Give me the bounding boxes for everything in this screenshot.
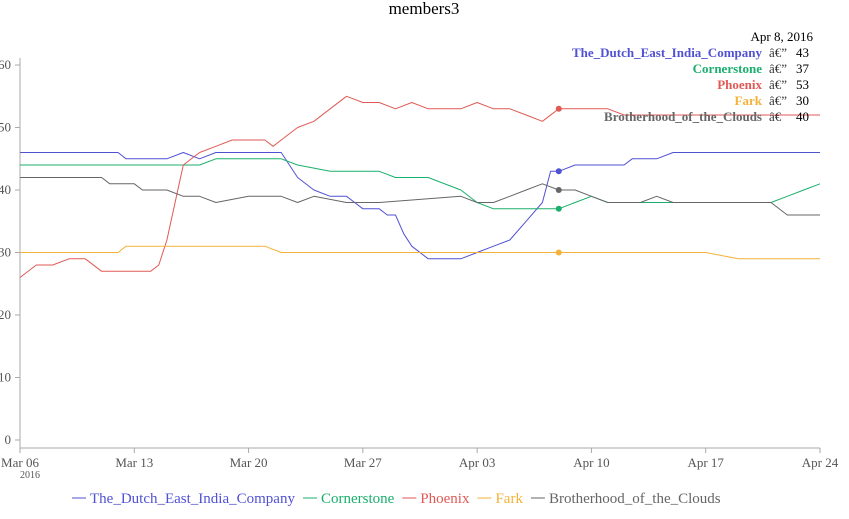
series-line-brotherhood-of-the-clouds <box>20 177 820 216</box>
hover-value: 37 <box>796 61 810 76</box>
x-tick-label: Mar 06 <box>1 455 39 470</box>
hover-series-name: Phoenix <box>717 77 762 92</box>
x-tick-label: Mar 27 <box>344 455 382 470</box>
y-tick-label: 10 <box>0 370 11 385</box>
x-tick-label: Mar 20 <box>230 455 268 470</box>
legend-label: Fark <box>495 491 523 507</box>
y-tick-label: 20 <box>0 307 11 322</box>
hover-date: Apr 8, 2016 <box>751 29 814 44</box>
series-line-fark <box>20 245 820 260</box>
hover-separator: â€” <box>769 45 787 60</box>
legend-label: Brotherhood_of_the_Clouds <box>549 491 721 507</box>
x-tick-year-label: 2016 <box>20 470 40 481</box>
hover-separator: â€” <box>769 77 787 92</box>
hover-series-name: Fark <box>735 93 763 108</box>
hover-point <box>555 249 562 256</box>
hover-separator: â€” <box>769 93 787 108</box>
hover-point <box>555 205 562 212</box>
hover-value: 53 <box>796 77 809 92</box>
y-tick-label: 60 <box>0 57 11 72</box>
x-tick-label: Apr 03 <box>459 455 495 470</box>
chart-title: members3 <box>389 0 460 18</box>
hover-separator: â€ <box>769 109 782 124</box>
series-lines <box>19 95 821 278</box>
y-tick-label: 40 <box>0 182 11 197</box>
legend-label: The_Dutch_East_India_Company <box>90 491 295 507</box>
hover-value: 30 <box>796 93 809 108</box>
hover-separator: â€” <box>769 61 787 76</box>
y-tick-label: 30 <box>0 245 11 260</box>
hover-series-name: Brotherhood_of_the_Clouds <box>604 109 762 124</box>
x-tick-label: Apr 10 <box>573 455 609 470</box>
legend-label: Cornerstone <box>321 491 395 507</box>
hover-point <box>555 168 562 175</box>
y-tick-label: 0 <box>5 432 12 447</box>
series-line-cornerstone <box>20 158 821 210</box>
hover-value: 43 <box>796 45 809 60</box>
hover-series-name: The_Dutch_East_India_Company <box>572 45 762 60</box>
hover-point <box>555 187 562 193</box>
legend: The_Dutch_East_India_Company Cornerstone P… <box>72 491 721 507</box>
hover-series-name: Cornerstone <box>693 61 763 76</box>
hover-value: 40 <box>796 109 809 124</box>
legend-label: Phoenix <box>420 491 470 507</box>
y-tick-label: 50 <box>0 120 11 135</box>
x-tick-label: Apr 24 <box>802 455 839 470</box>
x-tick-label: Mar 13 <box>115 455 153 470</box>
series-line-the-dutch-east-india-company <box>20 152 820 260</box>
x-tick-label: Apr 17 <box>687 455 724 470</box>
series-line-phoenix <box>19 95 820 278</box>
hover-point <box>555 105 562 112</box>
